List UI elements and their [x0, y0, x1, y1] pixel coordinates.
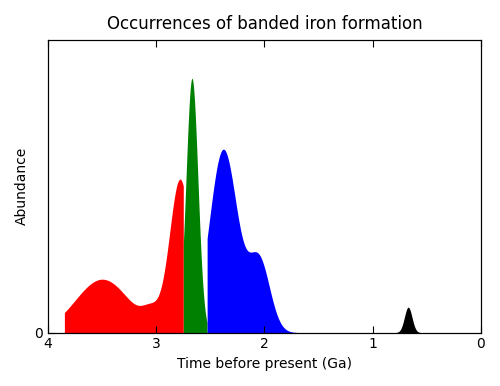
Y-axis label: Abundance: Abundance [15, 147, 29, 225]
Title: Occurrences of banded iron formation: Occurrences of banded iron formation [106, 15, 422, 33]
X-axis label: Time before present (Ga): Time before present (Ga) [177, 357, 352, 371]
